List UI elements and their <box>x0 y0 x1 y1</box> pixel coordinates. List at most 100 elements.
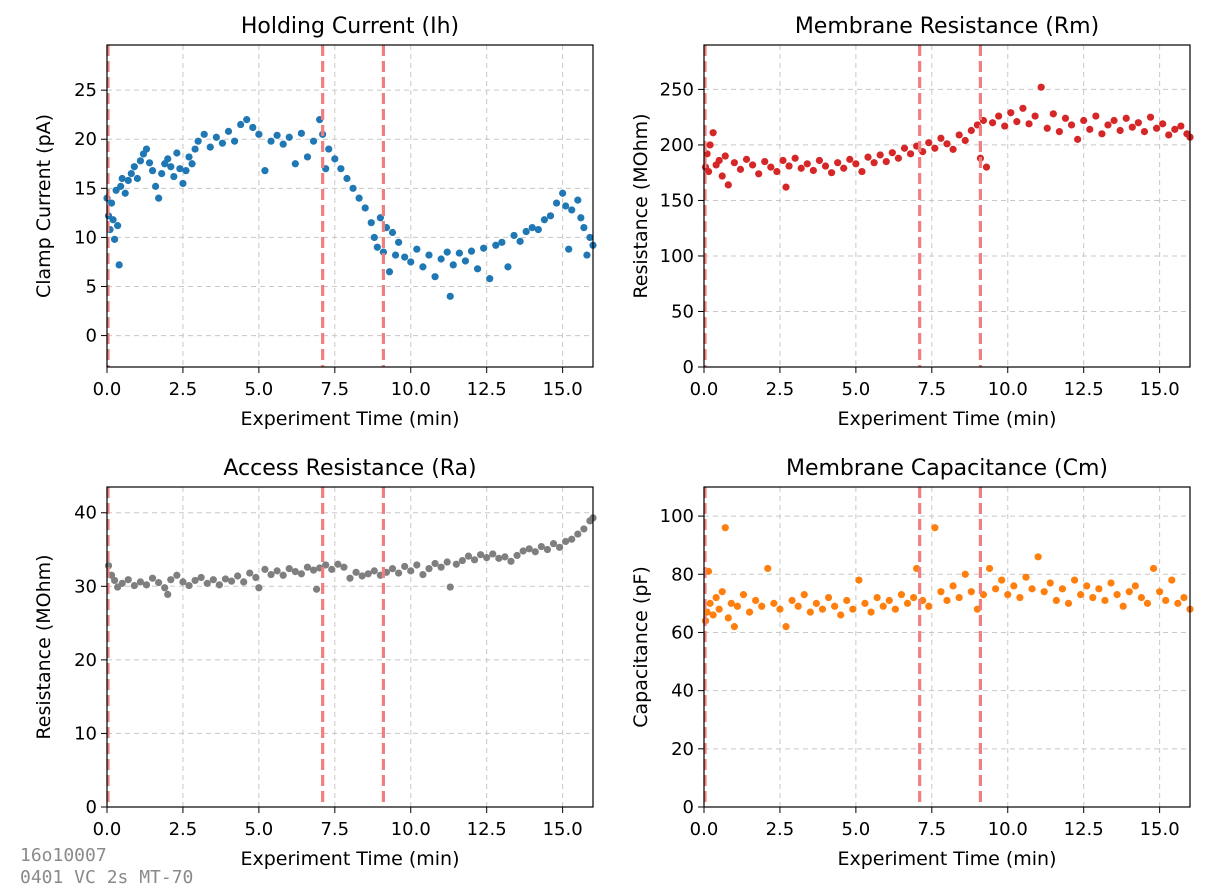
data-point <box>352 568 360 576</box>
data-point <box>346 574 354 582</box>
y-tick-label: 20 <box>74 650 97 671</box>
data-point <box>495 554 503 562</box>
data-point <box>340 563 348 571</box>
data-point <box>1016 593 1024 602</box>
data-point <box>273 567 281 575</box>
data-point <box>931 144 939 152</box>
data-point <box>215 581 223 589</box>
data-point <box>900 144 909 152</box>
data-point <box>745 608 754 616</box>
data-point <box>492 241 500 249</box>
data-point <box>127 170 135 178</box>
data-point <box>837 611 845 619</box>
data-point <box>967 588 975 596</box>
data-point <box>706 141 714 149</box>
data-point <box>446 583 454 591</box>
data-point <box>385 268 394 276</box>
data-point <box>176 165 184 173</box>
x-tick-label: 0.0 <box>93 379 122 400</box>
footer-id-label: 16o10007 <box>20 845 107 866</box>
y-tick-label: 10 <box>74 227 97 248</box>
data-point <box>803 160 811 168</box>
data-point <box>549 540 558 548</box>
data-point <box>831 602 839 610</box>
data-point <box>407 258 415 266</box>
x-tick-label: 10.0 <box>391 819 431 840</box>
data-point <box>1092 112 1100 120</box>
y-tick-label: 150 <box>660 190 694 211</box>
x-tick-label: 15.0 <box>543 379 583 400</box>
data-point <box>706 599 714 607</box>
data-point <box>161 584 169 592</box>
data-point <box>1143 599 1152 607</box>
data-point <box>498 238 506 246</box>
data-point <box>961 136 969 145</box>
x-tick-label: 2.5 <box>169 819 198 840</box>
data-point <box>943 596 951 605</box>
data-point <box>1077 591 1085 599</box>
data-point <box>1152 124 1161 132</box>
data-point <box>395 569 403 577</box>
data-point <box>937 588 945 596</box>
data-point <box>739 591 748 599</box>
data-point <box>407 567 415 575</box>
data-point <box>1134 119 1142 127</box>
y-tick-label: 0 <box>86 797 97 818</box>
data-point <box>249 123 257 132</box>
x-tick-label: 2.5 <box>766 819 795 840</box>
y-axis-label: Clamp Current (pA) <box>33 114 55 298</box>
data-point <box>1080 116 1088 125</box>
y-tick-label: 10 <box>74 723 97 744</box>
data-point <box>1043 124 1051 132</box>
data-point <box>867 608 875 616</box>
data-point <box>355 194 363 202</box>
data-point <box>1070 576 1079 584</box>
data-point <box>1046 579 1054 587</box>
data-point <box>243 116 251 124</box>
data-point <box>297 129 305 137</box>
data-point <box>504 263 512 271</box>
data-point <box>446 292 454 300</box>
data-point <box>173 149 181 157</box>
data-point <box>718 172 726 180</box>
data-point <box>170 172 178 181</box>
data-point <box>749 161 757 169</box>
data-point <box>1156 588 1164 596</box>
data-point <box>309 137 318 145</box>
chart-panel-3: 0.0 2.5 5.0 7.5 10.0 12.5 15.0 0 10 20 30 40 Access … <box>33 456 597 870</box>
data-point <box>779 156 787 165</box>
x-tick-label: 5.0 <box>245 379 274 400</box>
data-point <box>209 576 217 584</box>
x-axis-label: Experiment Time (min) <box>837 408 1056 430</box>
y-axis-label: Resistance (MOhm) <box>630 113 652 298</box>
data-point <box>458 556 466 565</box>
data-point <box>864 153 872 161</box>
data-point <box>1098 130 1106 138</box>
data-point <box>931 524 939 532</box>
y-tick-label: 0 <box>86 326 97 347</box>
data-point <box>312 585 321 593</box>
chart-title: Membrane Capacitance (Cm) <box>786 456 1108 481</box>
data-point <box>574 196 582 204</box>
data-point <box>212 133 220 141</box>
data-point <box>443 248 451 256</box>
y-tick-label: 30 <box>74 576 97 597</box>
data-point <box>118 174 126 183</box>
data-point <box>349 184 357 192</box>
data-point <box>1104 121 1112 129</box>
data-point <box>185 581 193 590</box>
y-tick-label: 5 <box>86 277 97 298</box>
data-point <box>718 588 726 596</box>
data-point <box>583 251 591 259</box>
data-point <box>949 582 957 590</box>
y-tick-label: 0 <box>683 357 694 378</box>
data-point <box>401 253 409 261</box>
x-tick-label: 5.0 <box>245 819 274 840</box>
data-point <box>876 151 884 159</box>
data-point <box>191 576 199 585</box>
data-point <box>800 591 808 599</box>
x-tick-label: 15.0 <box>1140 379 1180 400</box>
data-point <box>1162 596 1170 605</box>
x-tick-label: 7.5 <box>917 819 946 840</box>
y-axis-label: Capacitance (pF) <box>630 566 652 727</box>
